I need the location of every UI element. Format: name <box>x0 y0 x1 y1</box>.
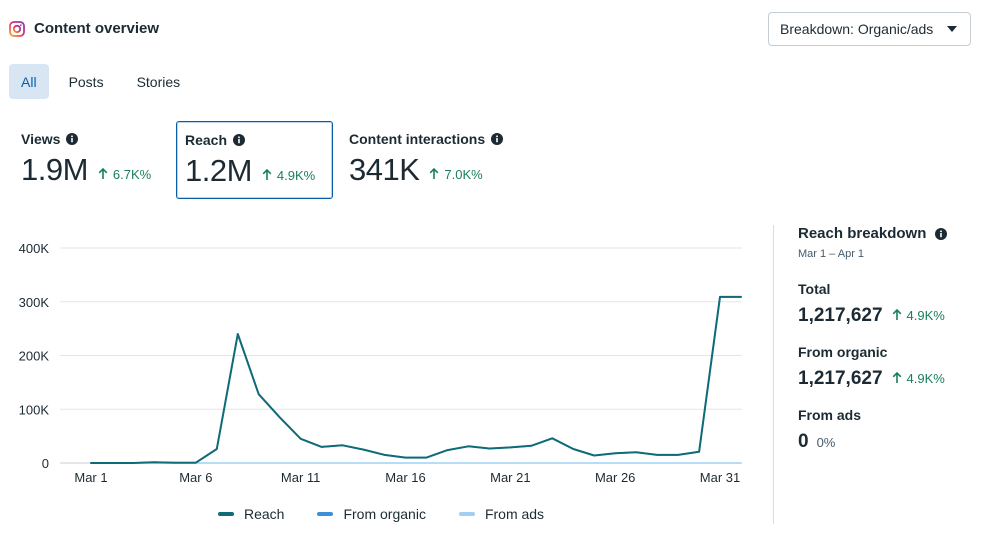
reach-line-chart[interactable]: 400K 300K 200K 100K 0 Mar 1 Mar 6 Mar 11 Mar 16 M… <box>0 225 760 495</box>
y-tick-label: 0 <box>42 456 49 471</box>
info-icon[interactable] <box>491 133 504 145</box>
x-tick-label: Mar 16 <box>385 470 425 485</box>
tab-all[interactable]: All <box>9 64 49 99</box>
tab-label: Posts <box>68 73 104 90</box>
metric-change-value: 4.9K% <box>276 167 316 183</box>
legend-label: From organic <box>343 506 426 522</box>
legend-swatch <box>218 512 234 516</box>
page-header: Content overview <box>9 20 159 37</box>
x-tick-label: Mar 31 <box>700 470 740 485</box>
y-tick-label: 300K <box>19 295 50 310</box>
breakdown-change: 4.9K% <box>892 308 945 323</box>
panel-title: Reach breakdown <box>798 225 927 242</box>
arrow-up-icon <box>892 372 901 383</box>
tab-posts[interactable]: Posts <box>69 64 104 99</box>
reach-breakdown-panel: Reach breakdown Mar 1 – Apr 1 Total 1,21… <box>798 225 973 453</box>
breakdown-change-value: 4.9K% <box>906 307 945 323</box>
panel-date-range: Mar 1 – Apr 1 <box>798 248 865 260</box>
legend-item-from-ads[interactable]: From ads <box>458 506 545 522</box>
breakdown-change-value: 4.9K% <box>906 370 945 386</box>
x-tick-label: Mar 21 <box>490 470 530 485</box>
metric-value: 341K <box>349 152 420 187</box>
breakdown-dropdown-label: Breakdown: Organic/ads <box>780 21 934 37</box>
metric-card-views[interactable]: Views 1.9M 6.7K% <box>13 121 173 199</box>
metric-label: Content interactions <box>349 131 486 147</box>
breakdown-change: 4.9K% <box>892 371 945 386</box>
breakdown-total: Total 1,217,627 4.9K% <box>798 281 973 327</box>
metric-label: Views <box>21 131 61 147</box>
x-tick-label: Mar 26 <box>595 470 635 485</box>
breakdown-label: Total <box>798 281 831 297</box>
legend-swatch <box>317 512 334 516</box>
metric-card-reach[interactable]: Reach 1.2M 4.9K% <box>176 121 333 199</box>
y-tick-label: 200K <box>19 349 50 364</box>
metric-change: 4.9K% <box>262 168 315 183</box>
x-tick-label: Mar 6 <box>179 470 212 485</box>
legend-label: From ads <box>484 506 545 522</box>
breakdown-change-value: 0% <box>816 435 836 450</box>
y-tick-label: 400K <box>19 241 50 256</box>
arrow-up-icon <box>262 169 272 180</box>
breakdown-value: 0 <box>798 431 809 452</box>
breakdown-ads: From ads 0 0% <box>798 407 973 453</box>
breakdown-value: 1,217,627 <box>798 368 883 389</box>
legend-label: Reach <box>244 506 285 522</box>
tab-label: Stories <box>136 73 181 90</box>
metric-card-content-interactions[interactable]: Content interactions 341K 7.0K% <box>341 121 541 199</box>
metric-change: 7.0K% <box>429 166 483 182</box>
info-icon[interactable] <box>233 134 246 146</box>
instagram-icon <box>9 20 25 37</box>
breakdown-label: From organic <box>798 344 888 360</box>
metric-change-value: 6.7K% <box>112 166 152 182</box>
metric-label: Reach <box>185 132 228 148</box>
arrow-up-icon <box>98 168 108 179</box>
tab-label: All <box>21 73 37 90</box>
x-tick-label: Mar 1 <box>74 470 107 485</box>
legend-item-reach[interactable]: Reach <box>218 506 284 522</box>
panel-divider <box>773 225 774 524</box>
arrow-up-icon <box>430 168 439 179</box>
metric-change-value: 7.0K% <box>444 166 483 182</box>
legend-item-from-organic[interactable]: From organic <box>317 506 426 522</box>
page-title: Content overview <box>34 20 160 37</box>
info-icon[interactable] <box>66 133 79 145</box>
caret-down-icon <box>947 26 957 32</box>
tab-stories[interactable]: Stories <box>137 64 181 99</box>
metric-value: 1.2M <box>185 153 252 188</box>
y-tick-label: 100K <box>19 402 50 417</box>
metric-change: 6.7K% <box>98 167 151 182</box>
x-tick-label: Mar 11 <box>281 470 321 485</box>
breakdown-dropdown[interactable]: Breakdown: Organic/ads <box>768 12 971 46</box>
content-tabs: All Posts Stories <box>9 64 180 99</box>
metric-value: 1.9M <box>21 152 88 187</box>
info-icon[interactable] <box>935 227 948 240</box>
series-line-reach <box>90 295 742 464</box>
series-line-from-organic <box>90 296 742 464</box>
arrow-up-icon <box>892 309 901 320</box>
breakdown-organic: From organic 1,217,627 4.9K% <box>798 344 973 390</box>
breakdown-value: 1,217,627 <box>798 305 883 326</box>
breakdown-label: From ads <box>798 407 862 423</box>
chart-legend: Reach From organic From ads <box>218 506 577 522</box>
legend-swatch <box>458 512 475 516</box>
